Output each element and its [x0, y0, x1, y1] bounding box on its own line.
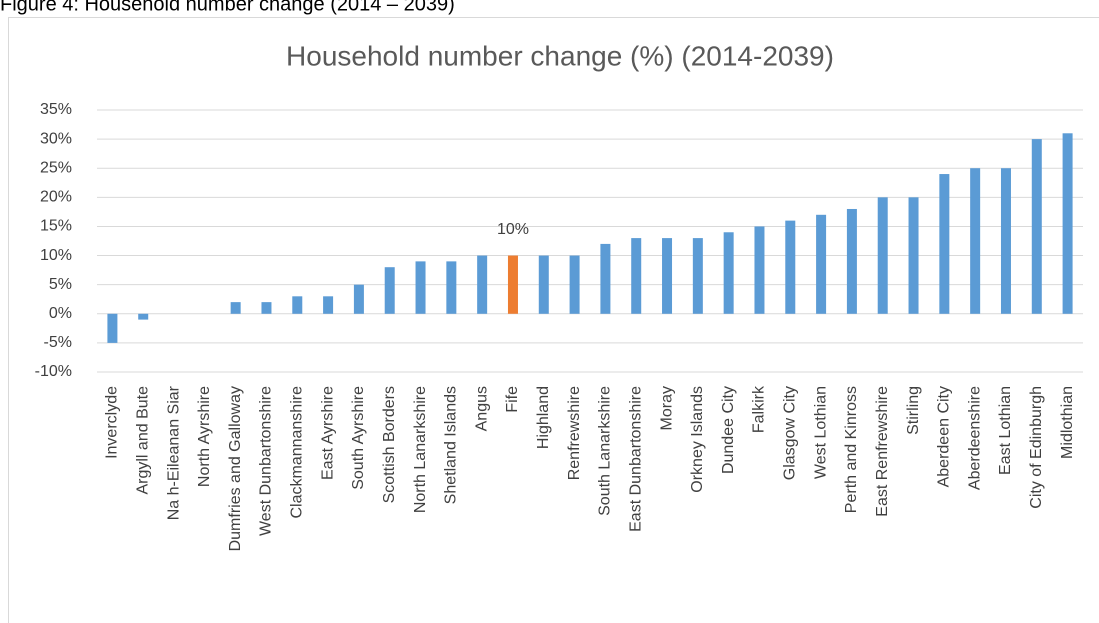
- y-tick-label: 10%: [40, 247, 72, 264]
- bar: [846, 208, 857, 314]
- bar: [138, 313, 149, 320]
- y-tick-label: 5%: [49, 276, 72, 293]
- x-tick-label: Aberdeenshire: [966, 386, 983, 490]
- x-tick-label: Scottish Borders: [381, 386, 398, 503]
- y-tick-label: 35%: [40, 101, 72, 118]
- bar: [1000, 168, 1011, 314]
- x-tick-label: Argyll and Bute: [134, 386, 151, 495]
- bar: [292, 296, 303, 314]
- x-tick-label: City of Edinburgh: [1028, 386, 1045, 509]
- x-tick-label: North Lanarkshire: [412, 386, 429, 513]
- bar: [477, 255, 488, 314]
- x-tick-label: East Renfrewshire: [874, 386, 891, 517]
- y-tick-label: 20%: [40, 189, 72, 206]
- bar: [569, 255, 580, 314]
- bar: [785, 220, 796, 314]
- y-tick-label: 15%: [40, 218, 72, 235]
- bar: [261, 302, 272, 314]
- x-tick-label: South Ayrshire: [350, 386, 367, 490]
- x-tick-label: Perth and Kinross: [843, 386, 860, 513]
- bar: [754, 226, 765, 314]
- data-label: 10%: [497, 221, 529, 238]
- bar: [107, 313, 118, 343]
- chart-border: [8, 17, 1099, 623]
- bar: [939, 174, 950, 314]
- x-tick-label: North Ayrshire: [196, 386, 213, 487]
- x-tick-label: Fife: [504, 386, 521, 413]
- x-tick-label: Glasgow City: [782, 386, 799, 480]
- bar: [323, 296, 334, 314]
- x-tick-label: Angus: [473, 386, 490, 431]
- x-tick-label: West Lothian: [812, 386, 829, 479]
- x-tick-label: Dundee City: [720, 386, 737, 474]
- x-tick-label: East Lothian: [997, 386, 1014, 475]
- x-tick-label: Moray: [658, 386, 675, 430]
- x-tick-label: East Ayrshire: [319, 386, 336, 480]
- y-tick-label: -10%: [35, 363, 72, 380]
- x-tick-label: Orkney Islands: [689, 386, 706, 493]
- x-tick-label: Dumfries and Galloway: [227, 386, 244, 551]
- x-tick-label: Midlothian: [1059, 386, 1076, 459]
- x-tick-label: East Dunbartonshire: [627, 386, 644, 532]
- bar: [230, 302, 241, 314]
- x-tick-label: Aberdeen City: [936, 386, 953, 487]
- x-tick-label: Stirling: [905, 386, 922, 435]
- bar: [877, 197, 888, 314]
- bar: [353, 284, 364, 314]
- x-tick-label: Renfrewshire: [566, 386, 583, 480]
- x-tick-label: Highland: [535, 386, 552, 449]
- y-tick-label: 25%: [40, 159, 72, 176]
- bar: [1062, 133, 1073, 314]
- x-tick-label: West Dunbartonshire: [258, 386, 275, 536]
- y-tick-label: -5%: [44, 334, 72, 351]
- bar: [816, 214, 827, 314]
- bar: [415, 261, 426, 314]
- bar: [970, 168, 981, 314]
- bar: [631, 238, 642, 314]
- chart-title: Household number change (%) (2014-2039): [286, 40, 834, 71]
- x-tick-label: Inverclyde: [104, 386, 121, 459]
- bar: [662, 238, 673, 314]
- x-tick-label: Na h-Eileanan Siar: [165, 385, 182, 520]
- bar: [538, 255, 549, 314]
- bar: [1031, 139, 1042, 314]
- bar: [384, 267, 395, 314]
- bar: [600, 243, 611, 314]
- x-tick-label: South Lanarkshire: [597, 386, 614, 516]
- y-tick-label: 30%: [40, 130, 72, 147]
- bar: [692, 238, 703, 314]
- bar: [908, 197, 919, 314]
- bar: [723, 232, 734, 314]
- bar: [446, 261, 457, 314]
- x-tick-label: Clackmannanshire: [289, 386, 306, 519]
- x-tick-label: Shetland Islands: [443, 386, 460, 504]
- y-tick-label: 0%: [49, 305, 72, 322]
- bar: [507, 255, 518, 314]
- caption: Figure 4: Household number change (2014 …: [0, 0, 455, 15]
- x-tick-label: Falkirk: [751, 385, 768, 433]
